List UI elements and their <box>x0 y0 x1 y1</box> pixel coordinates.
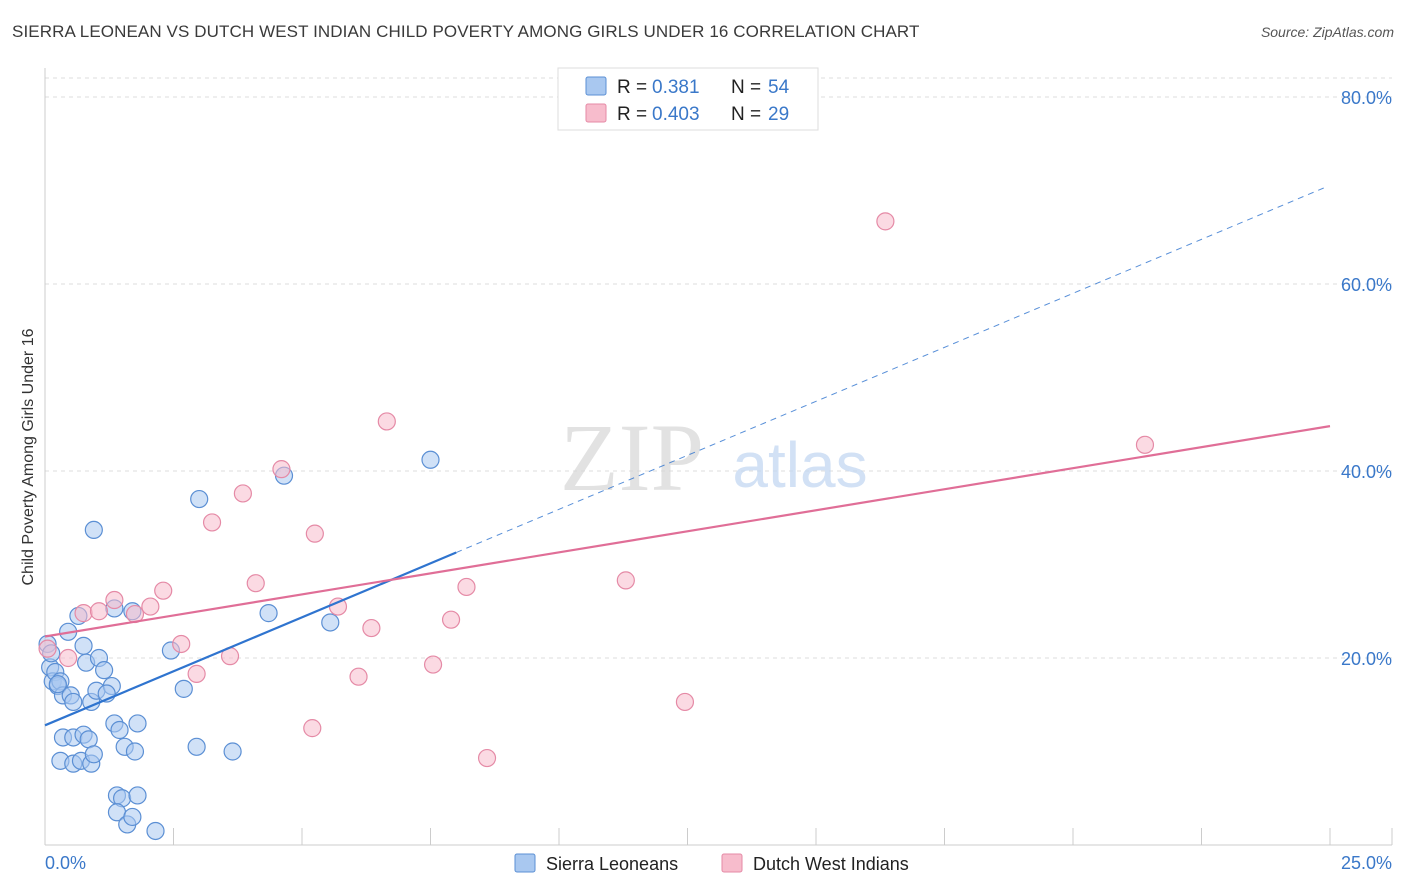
legend-n-value: 29 <box>768 104 789 125</box>
legend-r-value: 0.381 <box>652 77 700 98</box>
legend-swatch-sierra-leoneans <box>585 76 607 96</box>
source-label: Source: ZipAtlas.com <box>1260 24 1394 40</box>
legend-n-value: 54 <box>768 77 790 98</box>
dutch-west-indian-point <box>616 571 635 590</box>
sierra-leonean-point <box>223 742 242 761</box>
watermark-atlas: atlas <box>732 429 867 501</box>
sierra-leonean-point <box>64 692 83 712</box>
dutch-west-indian-point <box>141 597 160 616</box>
sierra-leonean-point <box>187 737 206 756</box>
bottom-legend-swatch-dutch-west-indians <box>721 853 743 873</box>
dutch-west-indian-point <box>477 748 497 768</box>
sierra-leonean-point <box>125 742 145 761</box>
dutch-west-indian-point <box>441 610 461 629</box>
legend-n-label: N = <box>731 104 761 125</box>
legend-r-label: R = <box>617 104 647 125</box>
sierra-leonean-point <box>128 714 147 733</box>
sierra-leonean-point <box>123 807 142 827</box>
sierra-leonean-point <box>174 679 193 698</box>
dutch-west-indian-point <box>423 655 443 674</box>
dutch-west-indian-point <box>187 664 206 683</box>
sierra-leonean-point <box>421 450 440 469</box>
dutch-west-indian-point <box>457 577 476 597</box>
dutch-west-indian-point <box>876 212 895 231</box>
dutch-west-indian-point <box>172 634 191 654</box>
dutch-west-indian-point <box>377 412 396 431</box>
dutch-west-indian-point <box>362 618 381 638</box>
sierra-leonean-point <box>84 520 103 540</box>
legend-swatch-dutch-west-indians <box>585 103 607 123</box>
sierra-leonean-point <box>190 489 209 509</box>
dutch-west-indian-point <box>38 639 57 658</box>
dutch-west-indian-point <box>202 513 222 532</box>
y-tick-label: 20.0% <box>1341 649 1392 669</box>
dutch-west-indian-point <box>74 604 93 623</box>
y-tick-label: 60.0% <box>1341 275 1392 295</box>
sierra-leonean-point <box>95 661 114 680</box>
sierra-leonean-point <box>84 745 103 764</box>
sierra-leonean-trendline-extension <box>456 185 1328 553</box>
x-tick-label-end: 25.0% <box>1341 853 1392 873</box>
sierra-leonean-point <box>128 786 147 805</box>
sierra-leonean-point <box>48 675 67 694</box>
dutch-west-indian-point <box>1135 435 1155 454</box>
dutch-west-indian-point <box>105 590 124 610</box>
dutch-west-indian-point <box>303 719 322 738</box>
sierra-leonean-point <box>259 604 278 623</box>
bottom-legend-label-sierra-leoneans: Sierra Leoneans <box>546 854 678 874</box>
legend-r-value: 0.403 <box>652 104 700 125</box>
sierra-leonean-point <box>146 821 165 841</box>
dutch-west-indian-trendline <box>44 425 1331 638</box>
y-tick-label: 80.0% <box>1341 88 1392 108</box>
dutch-west-indian-point <box>272 460 291 479</box>
bottom-legend-label-dutch-west-indians: Dutch West Indians <box>753 854 909 874</box>
dutch-west-indian-point <box>305 524 324 543</box>
sierra-leonean-point <box>321 613 340 632</box>
watermark-zip: ZIP <box>560 404 704 511</box>
dutch-west-indian-point <box>89 602 109 621</box>
dutch-west-indian-point <box>349 667 368 686</box>
x-tick-label-start: 0.0% <box>45 853 86 873</box>
bottom-legend-swatch-sierra-leoneans <box>514 853 536 873</box>
dutch-west-indian-point <box>233 484 252 503</box>
legend-r-label: R = <box>617 77 647 98</box>
chart-title: SIERRA LEONEAN VS DUTCH WEST INDIAN CHIL… <box>12 22 920 41</box>
dutch-west-indian-point <box>675 692 695 712</box>
dutch-west-indian-point <box>246 574 265 593</box>
dutch-west-indian-point <box>154 581 173 600</box>
y-axis-label: Child Poverty Among Girls Under 16 <box>20 328 37 585</box>
y-tick-label: 40.0% <box>1341 462 1392 482</box>
legend-n-label: N = <box>731 77 761 98</box>
dutch-west-indian-point <box>59 648 78 668</box>
sierra-leonean-point <box>74 636 93 655</box>
sierra-leonean-point <box>110 720 129 740</box>
